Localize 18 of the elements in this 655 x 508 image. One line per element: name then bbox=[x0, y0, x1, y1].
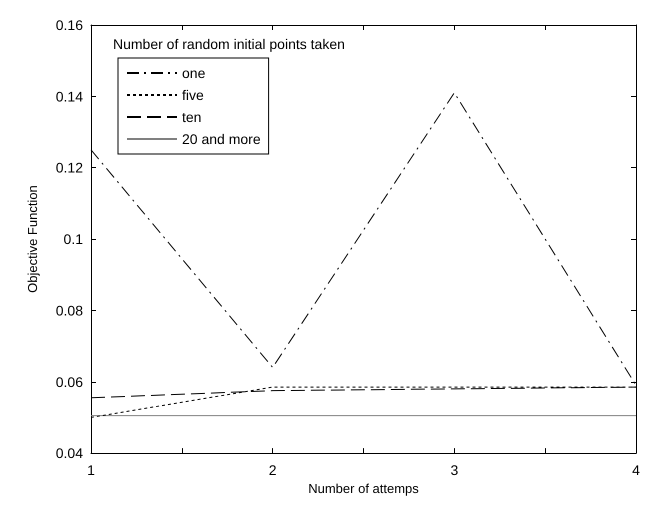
legend-label: ten bbox=[182, 109, 202, 125]
x-axis-title: Number of attemps bbox=[308, 481, 420, 496]
y-tick-label: 0.14 bbox=[56, 88, 84, 104]
y-tick-label: 0.16 bbox=[56, 17, 84, 33]
legend-label: one bbox=[182, 65, 206, 81]
y-tick-label: 0.12 bbox=[56, 160, 84, 176]
x-tick-label: 4 bbox=[632, 462, 640, 478]
y-tick-label: 0.04 bbox=[56, 445, 84, 462]
x-tick-label: 1 bbox=[87, 462, 96, 478]
legend-label: 20 and more bbox=[182, 131, 261, 147]
y-axis-title: Objective Function bbox=[25, 185, 40, 293]
legend-label: five bbox=[182, 87, 204, 103]
x-tick-label: 2 bbox=[268, 462, 277, 478]
x-tick-label: 3 bbox=[450, 462, 458, 478]
y-tick-label: 0.1 bbox=[64, 231, 84, 248]
y-tick-label: 0.08 bbox=[56, 302, 84, 318]
legend-title: Number of random initial points taken bbox=[113, 36, 345, 52]
y-tick-label: 0.06 bbox=[56, 374, 84, 390]
